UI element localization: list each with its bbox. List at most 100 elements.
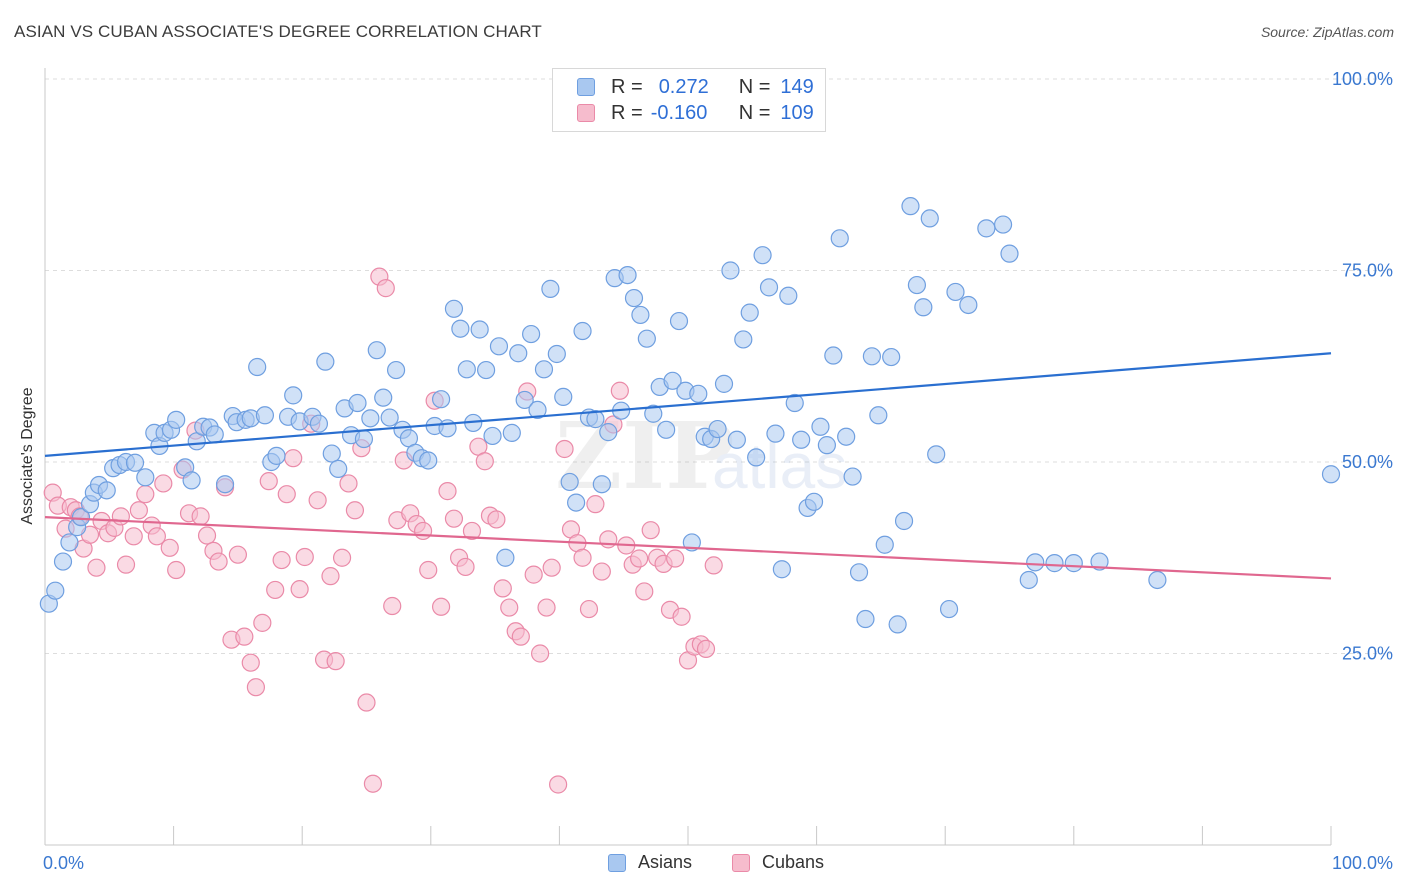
asians-point [894, 511, 914, 531]
asians-point [830, 229, 849, 248]
cubans-point [345, 501, 365, 520]
cubans-point [147, 527, 166, 546]
asians-point [322, 444, 341, 463]
asians-point [920, 209, 939, 228]
asians-swatch [577, 78, 595, 96]
asians-legend-swatch [608, 853, 626, 872]
legend-row-cubans: R = -0.160 N = 109 [577, 100, 814, 126]
cubans-point [456, 557, 475, 577]
asians-point [534, 360, 554, 379]
y-tick-label: 75.0% [1342, 261, 1393, 281]
asians-point [573, 321, 592, 341]
asians-point [792, 430, 811, 449]
cubans-point [666, 549, 685, 568]
asians-point [182, 471, 201, 490]
asians-point [856, 609, 875, 629]
asians-point [483, 426, 502, 446]
cubans-point [383, 596, 402, 616]
asians-point [637, 329, 656, 348]
cubans-point [363, 774, 383, 793]
cubans-point [136, 485, 155, 504]
cubans-point [235, 627, 254, 646]
cubans-point [277, 485, 296, 504]
asians-point [386, 360, 406, 380]
asians-point [779, 286, 798, 305]
asians-point [721, 261, 740, 280]
axes [44, 68, 1332, 846]
cubans-point [87, 558, 106, 577]
cubans-point [592, 562, 611, 581]
cubans-point [332, 548, 352, 567]
asians-point [567, 493, 586, 512]
asians-point [689, 384, 708, 403]
asians-point [502, 423, 521, 442]
legend-item-cubans[interactable]: Cubans [732, 852, 824, 873]
cubans-point [376, 279, 395, 298]
cubans-point [549, 775, 568, 794]
asians-point [167, 410, 186, 429]
asians-point [869, 406, 888, 425]
cubans-point [111, 507, 130, 526]
cubans-point [295, 547, 314, 567]
cubans-points [43, 267, 723, 794]
asians-point [977, 219, 996, 238]
asians-point [1045, 554, 1064, 573]
asians-point [644, 404, 663, 423]
cubans-point [339, 474, 358, 493]
cubans-point [431, 597, 451, 616]
asians-point [599, 423, 618, 442]
legend-item-asians[interactable]: Asians [608, 852, 692, 873]
tick-labels: 25.0% 50.0% 75.0% 100.0% 0.0% 100.0% [43, 69, 1393, 873]
asians-point [939, 599, 959, 619]
asians-point [592, 475, 611, 494]
asians-point [914, 298, 933, 317]
asians-point [862, 347, 881, 366]
cubans-point [672, 607, 691, 626]
asians-point [374, 388, 393, 407]
asians-point [547, 344, 566, 364]
asians-point [60, 533, 79, 552]
asians-point [470, 320, 489, 339]
asians-point [367, 341, 386, 360]
cubans-point [524, 565, 543, 584]
cubans-r-value: -0.160 [650, 101, 708, 124]
asians-point [785, 393, 804, 413]
asians-points [39, 197, 1341, 634]
asians-r-value: 0.272 [658, 75, 709, 98]
asians-point [457, 360, 476, 379]
cubans-legend-swatch [732, 853, 750, 872]
cubans-point [272, 550, 291, 570]
cubans-point [160, 538, 179, 557]
cubans-point [475, 452, 494, 471]
asians-point [907, 275, 927, 295]
cubans-point [641, 521, 660, 540]
asians-point [255, 406, 275, 425]
cubans-point [444, 509, 464, 528]
cubans-point [209, 552, 228, 571]
x-tick-label-max: 100.0% [1332, 853, 1393, 873]
asians-point [946, 282, 965, 302]
asians-point [804, 492, 824, 511]
cubans-point [579, 599, 599, 619]
asians-point [959, 295, 978, 315]
y-tick-label: 25.0% [1342, 644, 1393, 664]
asians-point [136, 468, 155, 487]
asians-r-label: R = [611, 75, 643, 98]
asians-point [496, 548, 515, 567]
cubans-n-label: N = [738, 101, 771, 124]
asians-point [624, 288, 644, 308]
cubans-point [321, 567, 340, 586]
cubans-point [462, 521, 482, 541]
trendlines [44, 352, 1332, 580]
asians-point [817, 436, 836, 455]
cubans-point [116, 555, 136, 574]
cubans-point [197, 526, 217, 545]
asians-point [740, 303, 759, 322]
x-tick-label-min: 0.0% [43, 853, 84, 873]
asians-point [875, 535, 894, 554]
asians-point [284, 386, 303, 405]
asians-point [528, 400, 547, 420]
asians-point [1026, 553, 1045, 572]
asians-point [837, 427, 856, 446]
asians-point [348, 393, 367, 413]
